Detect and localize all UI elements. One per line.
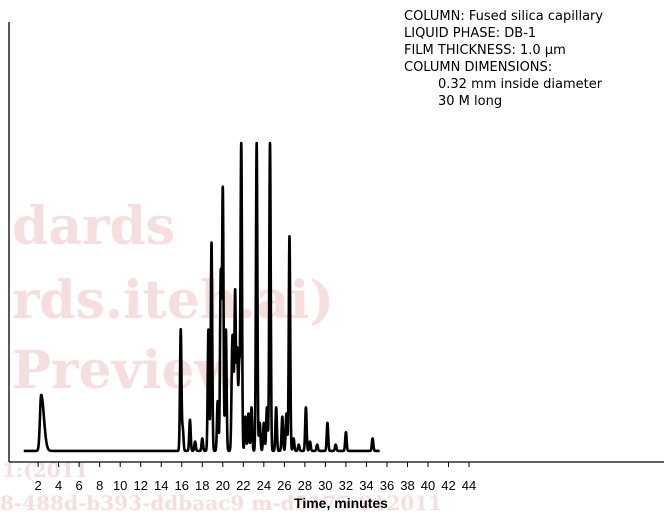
x-tick-label: 38 (400, 478, 414, 493)
x-tick-label: 22 (236, 478, 250, 493)
x-axis-ticks: 2 4 6 8 10 12 14 16 18 20 22 24 26 28 30 32 34 36 38 40 42 44 (35, 462, 476, 493)
x-tick-label: 18 (195, 478, 209, 493)
x-tick-label: 40 (421, 478, 435, 493)
annotation-diameter: 0.32 mm inside diameter (438, 77, 603, 92)
column-info: COLUMN: Fused silica capillary LIQUID PH… (404, 8, 603, 110)
annotation-film-thickness: FILM THICKNESS: 1.0 μm (404, 43, 566, 58)
x-axis-label: Time, minutes (294, 495, 388, 511)
x-tick-label: 2 (35, 478, 42, 493)
x-tick-label: 8 (96, 478, 103, 493)
annotation-column: COLUMN: Fused silica capillary (404, 9, 604, 24)
annotation-liquid-phase: LIQUID PHASE: DB-1 (404, 26, 537, 41)
x-tick-label: 28 (298, 478, 312, 493)
x-tick-label: 14 (154, 478, 168, 493)
x-tick-label: 10 (113, 478, 127, 493)
annotation-column-dimensions: COLUMN DIMENSIONS: (404, 60, 553, 75)
x-tick-label: 4 (55, 478, 62, 493)
annotation-length: 30 M long (438, 94, 503, 109)
x-tick-label: 34 (359, 478, 373, 493)
chart-axes (8, 22, 664, 463)
chromatogram-trace (22, 141, 381, 453)
x-tick-label: 20 (216, 478, 230, 493)
x-tick-label: 26 (277, 478, 291, 493)
x-tick-label: 12 (133, 478, 147, 493)
x-tick-label: 44 (462, 478, 476, 493)
x-tick-label: 24 (257, 478, 271, 493)
x-tick-label: 30 (318, 478, 332, 493)
x-tick-label: 6 (76, 478, 83, 493)
x-tick-label: 16 (175, 478, 189, 493)
x-tick-label: 42 (441, 478, 455, 493)
x-tick-label: 36 (380, 478, 394, 493)
x-tick-label: 32 (339, 478, 353, 493)
